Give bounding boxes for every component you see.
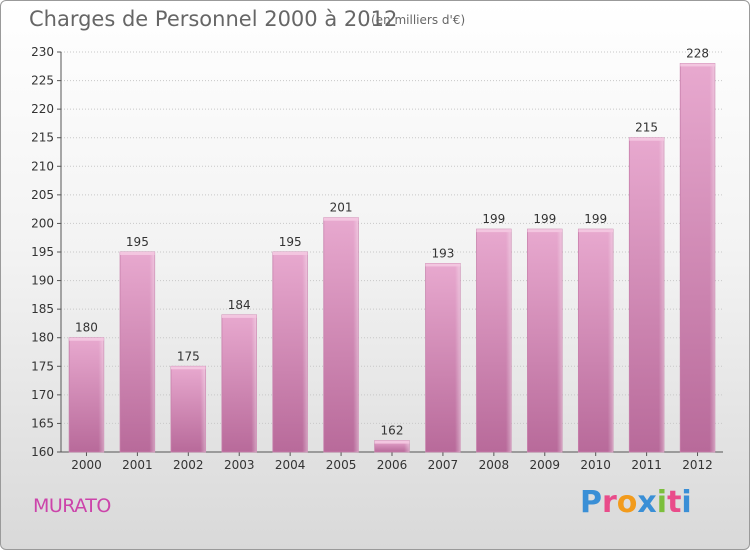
y-tick-label: 180 [31,331,54,345]
x-tick-label-2005: 2005 [326,458,357,472]
y-tick-label: 185 [31,302,54,316]
value-label-2012: 228 [686,46,709,60]
bar-highlight [629,137,664,452]
y-tick-label: 230 [31,45,54,59]
bar-top [221,314,257,318]
bar-top [629,137,664,141]
bar-top [170,366,206,370]
x-tick-label-2003: 2003 [224,458,255,472]
x-tick-label-2000: 2000 [71,458,102,472]
bar-highlight [578,229,614,452]
x-tick-label-2009: 2009 [529,458,560,472]
bar-highlight [476,229,512,452]
y-tick-label: 225 [31,74,54,88]
bar-highlight [120,252,155,452]
x-tick-label-2008: 2008 [479,458,510,472]
bar-top [323,217,359,221]
bar-top [425,263,461,267]
bar-highlight [272,252,308,452]
logo-letter: i [656,485,668,520]
y-tick-label: 195 [31,245,54,259]
value-label-2008: 199 [482,212,505,226]
logo-letter: o [616,485,638,520]
bar-highlight [221,314,257,452]
bar-top [680,63,715,67]
y-tick-label: 170 [31,388,54,402]
value-label-2000: 180 [75,321,98,335]
value-label-2011: 215 [635,121,658,135]
logo-letter: P [580,485,602,520]
chart-subtitle: (en milliers d'€) [371,13,466,27]
value-label-2010: 199 [584,212,607,226]
x-tick-label-2001: 2001 [122,458,153,472]
bar-top [476,229,512,233]
bar-top [374,440,410,444]
y-tick-label: 190 [31,274,54,288]
value-label-2002: 175 [177,349,200,363]
bar-top [120,252,155,255]
bar-top [69,337,104,341]
value-label-2003: 184 [228,298,251,312]
x-tick-label-2007: 2007 [428,458,459,472]
value-label-2009: 199 [533,212,556,226]
value-label-2005: 201 [330,201,353,215]
bar-top [527,229,563,233]
y-tick-label: 210 [31,159,54,173]
logo-letter: r [602,485,617,520]
y-tick-label: 215 [31,131,54,145]
bar-highlight [680,63,715,453]
value-label-2006: 162 [381,424,404,438]
x-tick-label-2004: 2004 [275,458,306,472]
x-tick-label-2006: 2006 [377,458,408,472]
y-tick-label: 160 [31,445,54,459]
x-tick-label-2002: 2002 [173,458,204,472]
bar-top [578,229,614,233]
y-tick-label: 220 [31,102,54,116]
y-tick-label: 205 [31,188,54,202]
commune-name: MURATO [33,495,111,517]
logo-letter: i [681,485,692,520]
value-label-2007: 193 [431,246,454,260]
y-tick-label: 175 [31,359,54,373]
value-label-2001: 195 [126,235,149,249]
proxiti-logo: Proxiti [580,485,692,520]
bar-top [272,252,308,255]
x-tick-label-2011: 2011 [631,458,662,472]
bar-highlight [374,440,410,452]
x-tick-label-2010: 2010 [580,458,611,472]
x-tick-label-2012: 2012 [682,458,713,472]
bar-highlight [425,263,461,452]
bar-highlight [323,217,359,452]
y-tick-label: 165 [31,416,54,430]
bar-highlight [170,366,206,452]
bar-highlight [69,337,104,452]
value-label-2004: 195 [279,235,302,249]
logo-letter: t [667,485,682,520]
y-tick-label: 200 [31,216,54,230]
logo-letter: x [637,485,657,520]
chart-title: Charges de Personnel 2000 à 2012 [29,7,398,31]
bar-highlight [527,229,563,452]
